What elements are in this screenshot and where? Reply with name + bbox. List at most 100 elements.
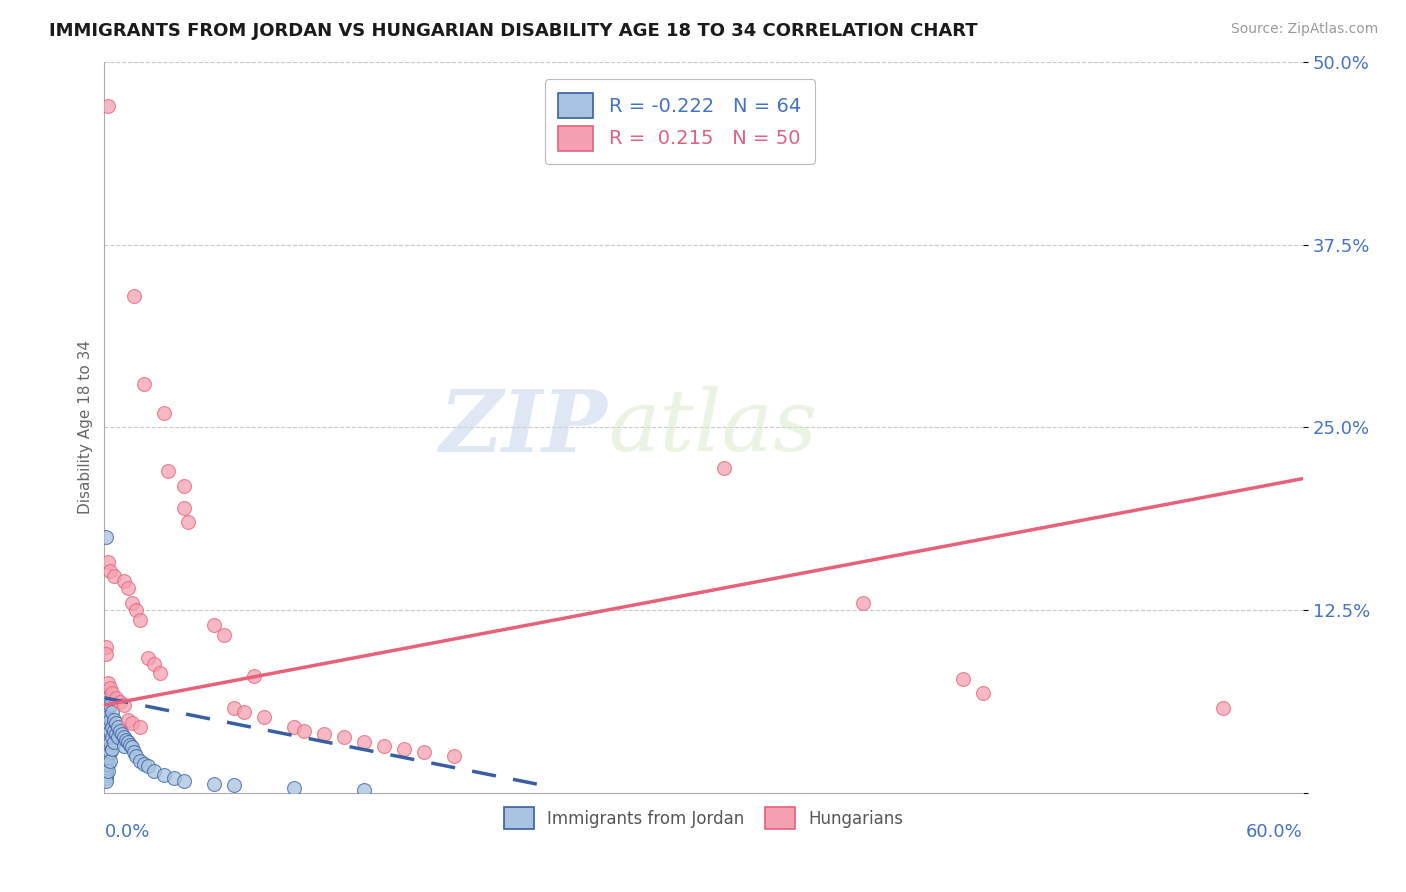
Point <box>333 730 356 744</box>
Point <box>224 779 246 793</box>
Point <box>103 713 125 727</box>
Text: IMMIGRANTS FROM JORDAN VS HUNGARIAN DISABILITY AGE 18 TO 34 CORRELATION CHART: IMMIGRANTS FROM JORDAN VS HUNGARIAN DISA… <box>49 22 977 40</box>
Point <box>103 734 125 748</box>
Point <box>972 686 994 700</box>
Point <box>96 647 118 661</box>
Point <box>100 734 122 748</box>
Point <box>96 749 118 764</box>
Point <box>134 376 156 391</box>
Point <box>96 727 118 741</box>
Point <box>1212 701 1234 715</box>
Point <box>107 720 129 734</box>
Point <box>96 754 118 768</box>
Point <box>97 749 120 764</box>
Point <box>100 745 122 759</box>
Point <box>443 749 465 764</box>
Point <box>96 640 118 654</box>
Point <box>96 774 118 789</box>
Point <box>96 720 118 734</box>
Point <box>353 734 375 748</box>
Point <box>96 771 118 785</box>
Point <box>373 739 395 753</box>
Point <box>129 613 152 627</box>
Point <box>96 713 118 727</box>
Point <box>100 681 122 695</box>
Point <box>97 676 120 690</box>
Point <box>202 777 225 791</box>
Point <box>353 782 375 797</box>
Point <box>105 715 128 730</box>
Point <box>392 742 415 756</box>
Point <box>112 574 135 588</box>
Point <box>97 756 120 771</box>
Point <box>143 764 166 778</box>
Point <box>143 657 166 672</box>
Point <box>100 724 122 739</box>
Point <box>283 720 305 734</box>
Point <box>121 596 143 610</box>
Point <box>97 734 120 748</box>
Point <box>96 768 118 782</box>
Text: ZIP: ZIP <box>440 385 607 469</box>
Text: Source: ZipAtlas.com: Source: ZipAtlas.com <box>1230 22 1378 37</box>
Point <box>173 479 195 493</box>
Point <box>100 713 122 727</box>
Text: atlas: atlas <box>607 386 817 469</box>
Point <box>120 738 142 752</box>
Point <box>852 596 875 610</box>
Point <box>96 764 118 778</box>
Point <box>157 464 180 478</box>
Point <box>713 461 735 475</box>
Point <box>117 581 139 595</box>
Point <box>129 720 152 734</box>
Point <box>101 706 124 720</box>
Point <box>177 516 200 530</box>
Point <box>96 730 118 744</box>
Point <box>173 774 195 789</box>
Point <box>117 713 139 727</box>
Point <box>105 690 128 705</box>
Point <box>103 569 125 583</box>
Text: 0.0%: 0.0% <box>104 823 150 841</box>
Point <box>96 698 118 712</box>
Point <box>112 730 135 744</box>
Point <box>413 745 436 759</box>
Point <box>96 530 118 544</box>
Point <box>103 724 125 739</box>
Point <box>314 727 336 741</box>
Point <box>117 734 139 748</box>
Point <box>110 724 132 739</box>
Point <box>121 740 143 755</box>
Point <box>97 764 120 778</box>
Point <box>136 651 159 665</box>
Point <box>153 768 176 782</box>
Point <box>124 745 146 759</box>
Point <box>100 564 122 578</box>
Point <box>97 720 120 734</box>
Point <box>101 742 124 756</box>
Point <box>124 289 146 303</box>
Point <box>97 690 120 705</box>
Point <box>136 759 159 773</box>
Point <box>97 742 120 756</box>
Point <box>224 701 246 715</box>
Point <box>97 701 120 715</box>
Point <box>97 710 120 724</box>
Point <box>121 715 143 730</box>
Point <box>112 698 135 712</box>
Point <box>125 749 148 764</box>
Point <box>96 759 118 773</box>
Point <box>107 730 129 744</box>
Point <box>97 555 120 569</box>
Point <box>125 603 148 617</box>
Point <box>97 99 120 113</box>
Point <box>96 734 118 748</box>
Point <box>100 754 122 768</box>
Point <box>100 698 122 712</box>
Text: 60.0%: 60.0% <box>1246 823 1303 841</box>
Point <box>105 727 128 741</box>
Point <box>111 727 134 741</box>
Point <box>292 724 315 739</box>
Point <box>112 739 135 753</box>
Point <box>134 756 156 771</box>
